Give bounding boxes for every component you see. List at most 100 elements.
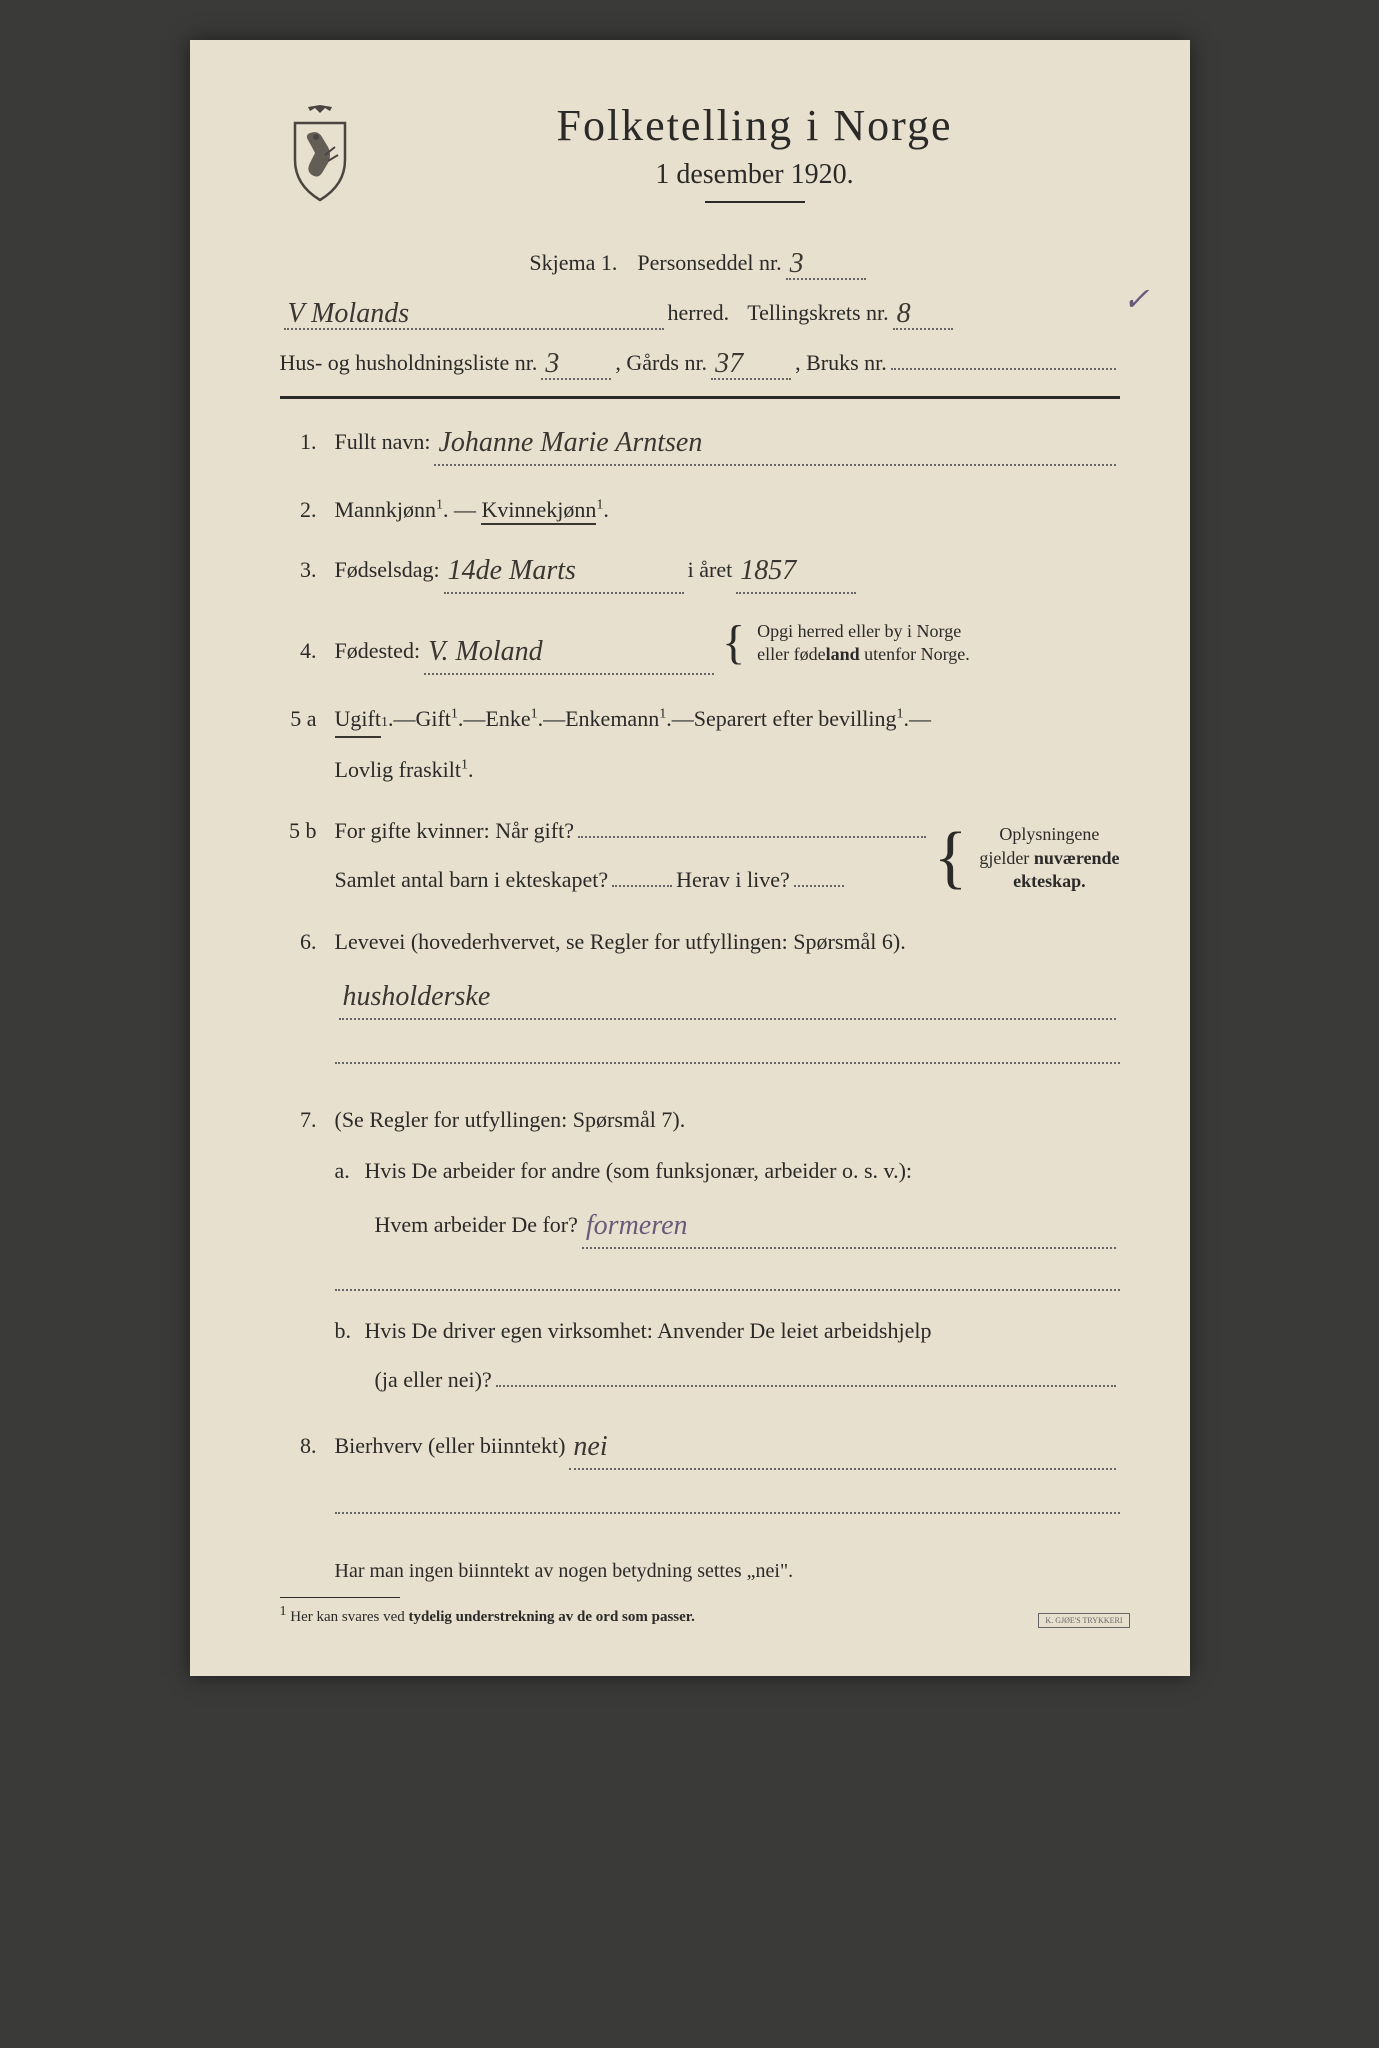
q8-label: Bierhverv (eller biinntekt): [335, 1428, 566, 1463]
q3-num: 3.: [280, 552, 335, 587]
q1-num: 1.: [280, 424, 335, 459]
hus-nr: 3: [545, 348, 559, 379]
q5b-l2a: Samlet antal barn i ekteskapet?: [335, 862, 609, 897]
subtitle: 1 desember 1920.: [390, 159, 1120, 191]
title-block: Folketelling i Norge 1 desember 1920.: [390, 100, 1120, 221]
q5a-gift: Gift1.: [415, 701, 463, 736]
herred-field: V Molands: [284, 296, 664, 330]
q7a-l2: Hvem arbeider De for?: [375, 1207, 578, 1242]
title-divider: [705, 201, 805, 203]
q6-value: husholderske: [343, 981, 491, 1012]
q7b-letter: b.: [335, 1313, 365, 1348]
q8-value: nei: [573, 1431, 607, 1462]
q5b-note: Oplysningene gjelder nuværende ekteskap.: [971, 823, 1119, 893]
footnote-num: 1: [280, 1604, 287, 1619]
personseddel-nr-field: 3: [786, 246, 866, 280]
q1-row: 1. Fullt navn: Johanne Marie Arntsen: [280, 419, 1120, 472]
herred-label: herred.: [668, 300, 730, 326]
q2-kvinne: Kvinnekjønn: [481, 497, 596, 525]
q6-field: husholderske: [339, 973, 1116, 1020]
q3-day-value: 14de Marts: [448, 555, 576, 586]
q4-note-container: { Opgi herred eller by i Norge eller fød…: [718, 620, 970, 667]
tellingskrets-nr: 8: [897, 298, 911, 329]
q4-num: 4.: [280, 633, 335, 668]
q3-label: Fødselsdag:: [335, 552, 440, 587]
q4-row: 4. Fødested: V. Moland { Opgi herred ell…: [280, 620, 1120, 681]
form-label: Skjema 1.: [529, 250, 617, 276]
q7-label: (Se Regler for utfyllingen: Spørsmål 7).: [335, 1102, 686, 1137]
census-form-document: Folketelling i Norge 1 desember 1920. ✓ …: [190, 40, 1190, 1676]
q7b-field: [496, 1385, 1116, 1387]
q1-label: Fullt navn:: [335, 424, 431, 459]
q5a-ugift: Ugift: [335, 701, 381, 738]
footnote-text: Her kan svares ved: [290, 1609, 408, 1625]
hus-label: Hus- og husholdningsliste nr.: [280, 350, 538, 376]
brace-icon: {: [718, 624, 749, 662]
q4-label: Fødested:: [335, 633, 421, 668]
q7-row: 7. (Se Regler for utfyllingen: Spørsmål …: [280, 1102, 1120, 1404]
q5a-enke: Enke1.: [485, 701, 543, 736]
q4-note: Opgi herred eller by i Norge eller fødel…: [749, 620, 970, 667]
personseddel-nr: 3: [790, 248, 804, 279]
form-id-row: Skjema 1. Personseddel nr. 3: [280, 246, 1120, 280]
q5a-separert: Separert efter bevilling1.: [694, 701, 909, 736]
q8-row: 8. Bierhverv (eller biinntekt) nei: [280, 1423, 1120, 1532]
q3-day-field: 14de Marts: [444, 547, 684, 594]
gards-label: , Gårds nr.: [615, 350, 707, 376]
q5b-num: 5 b: [280, 813, 335, 848]
gards-nr: 37: [715, 348, 743, 379]
q5a-fraskilt: Lovlig fraskilt1.: [335, 752, 474, 787]
footnote-rule: [280, 1597, 400, 1598]
q4-value: V. Moland: [428, 636, 543, 667]
tellingskrets-field: 8: [893, 296, 953, 330]
q2-mann: Mannkjønn1.: [335, 497, 449, 522]
q2-num: 2.: [280, 492, 335, 527]
bruks-field: [891, 368, 1116, 370]
q3-row: 3. Fødselsdag: 14de Marts i året 1857: [280, 547, 1120, 600]
personseddel-label: Personseddel nr.: [637, 250, 781, 276]
q3-mid: i året: [688, 552, 733, 587]
bruks-label: , Bruks nr.: [795, 350, 887, 376]
q5a-row: 5 a Ugift1. — Gift1. — Enke1. — Enkemann…: [280, 701, 1120, 793]
q5b-l1a: For gifte kvinner: Når gift?: [335, 813, 575, 848]
q6-row: 6. Levevei (hovederhvervet, se Regler fo…: [280, 924, 1120, 1082]
q8-num: 8.: [280, 1428, 335, 1463]
q5a-enkemann: Enkemann1.: [565, 701, 672, 736]
q7a-letter: a.: [335, 1153, 365, 1188]
footnote-bold: tydelig understrekning av de ord som pas…: [409, 1609, 695, 1625]
q7-num: 7.: [280, 1102, 335, 1137]
printer-stamp: K. GJØE'S TRYKKERI: [1038, 1613, 1129, 1628]
gards-field: 37: [711, 346, 791, 380]
q5b-barn-field: [612, 885, 672, 887]
q5b-l2b: Herav i live?: [676, 862, 790, 897]
brace-icon: {: [930, 830, 972, 886]
main-title: Folketelling i Norge: [390, 100, 1120, 151]
q3-year-field: 1857: [736, 547, 856, 594]
tellingskrets-label: Tellingskrets nr.: [747, 300, 888, 326]
bottom-note: Har man ingen biinntekt av nogen betydni…: [335, 1560, 794, 1582]
q4-field: V. Moland: [424, 628, 714, 675]
q5b-row: 5 b For gifte kvinner: Når gift? Samlet …: [280, 813, 1120, 903]
q6-blank-line: [335, 1040, 1120, 1064]
q5a-num: 5 a: [280, 701, 335, 736]
q5b-live-field: [794, 885, 844, 887]
q5b-note-container: { Oplysningene gjelder nuværende ekteska…: [930, 823, 1120, 893]
footnote: 1 Her kan svares ved tydelig understrekn…: [280, 1597, 1120, 1626]
q7a-blank-line: [335, 1267, 1120, 1291]
section-divider: [280, 396, 1120, 399]
herred-value: V Molands: [288, 298, 410, 329]
coat-of-arms-icon: [280, 105, 360, 205]
q8-field: nei: [569, 1423, 1115, 1470]
q8-blank-line: [335, 1490, 1120, 1514]
q7a-value: formeren: [586, 1210, 688, 1241]
q7a-field: formeren: [582, 1202, 1116, 1249]
q7a-l1: Hvis De arbeider for andre (som funksjon…: [365, 1153, 913, 1188]
header: Folketelling i Norge 1 desember 1920.: [280, 100, 1120, 221]
q6-num: 6.: [280, 924, 335, 959]
checkmark: ✓: [1123, 280, 1150, 318]
hus-row: Hus- og husholdningsliste nr. 3 , Gårds …: [280, 346, 1120, 380]
q6-label: Levevei (hovederhvervet, se Regler for u…: [335, 924, 906, 959]
q1-value: Johanne Marie Arntsen: [438, 427, 702, 458]
hus-field: 3: [541, 346, 611, 380]
q2-row: 2. Mannkjønn1. — Kvinnekjønn1.: [280, 492, 1120, 527]
